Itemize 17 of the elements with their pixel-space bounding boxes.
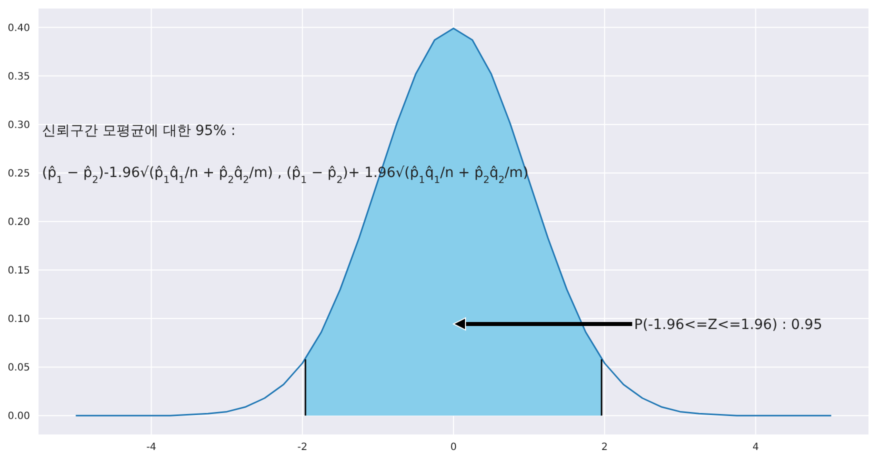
y-tick-label: 0.15 [8, 266, 30, 277]
x-tick-label: 2 [601, 442, 608, 454]
text: (p̂$_{1}$ − p̂$_{2}$)-1.96√(p̂$_{1}$q̂$_{1}$/n + p̂$_{2}$q̂$_{2}$/m) , (p̂$_{1}$ − p̂$_{2}$)+ 1.96√(p̂$_{1}$q̂$_{1}$/n + p̂$_{2}$q̂$_{2}$/m) [42, 165, 528, 186]
y-tick-label: 0.40 [8, 22, 30, 34]
y-tick-label: 0.35 [8, 71, 30, 82]
annotation: P(-1.96<=Z<=1.96) : 0.95 [634, 316, 822, 333]
y-tick-label: 0.05 [8, 362, 30, 374]
y-tick-label: 0.10 [8, 314, 30, 326]
annotation: 신뢰구간 모평균에 대한 95% : [42, 123, 236, 139]
y-tick-label: 0.20 [8, 217, 30, 228]
y-tick-label: 0.25 [8, 168, 30, 180]
x-tick-label: 4 [752, 442, 759, 454]
y-tick-label: 0.30 [8, 120, 30, 132]
x-tick-label: 0 [450, 442, 457, 454]
x-tick-label: -4 [146, 442, 156, 454]
y-tick-label: 0.00 [8, 411, 30, 422]
x-tick-label: -2 [297, 442, 308, 454]
